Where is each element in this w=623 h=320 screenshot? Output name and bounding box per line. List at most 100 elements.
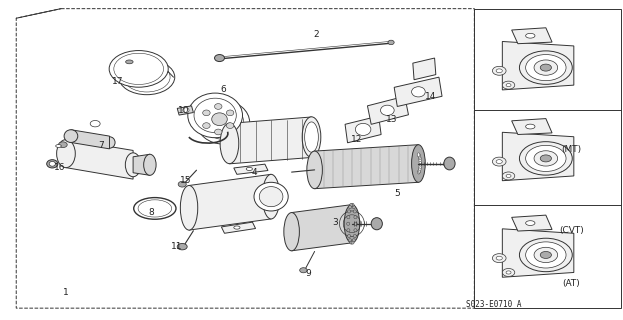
Polygon shape [511, 28, 552, 44]
Polygon shape [221, 222, 255, 233]
Polygon shape [511, 119, 552, 134]
Ellipse shape [444, 157, 455, 170]
Polygon shape [189, 174, 271, 230]
Ellipse shape [347, 216, 350, 219]
Ellipse shape [506, 84, 511, 87]
Ellipse shape [59, 142, 67, 148]
Ellipse shape [226, 110, 234, 116]
Ellipse shape [346, 222, 350, 225]
Ellipse shape [197, 101, 250, 144]
Ellipse shape [419, 160, 422, 164]
Ellipse shape [348, 235, 351, 238]
Text: (CVT): (CVT) [559, 226, 584, 235]
Ellipse shape [526, 145, 566, 172]
Ellipse shape [347, 229, 350, 232]
Polygon shape [133, 154, 150, 175]
Ellipse shape [90, 121, 100, 127]
Ellipse shape [526, 221, 535, 226]
Ellipse shape [177, 244, 187, 250]
Ellipse shape [300, 268, 307, 273]
Ellipse shape [534, 60, 558, 75]
Bar [474, 9, 621, 308]
Text: S023-E0710 A: S023-E0710 A [466, 300, 521, 309]
Text: (AT): (AT) [563, 279, 580, 288]
Ellipse shape [246, 167, 252, 171]
Polygon shape [502, 229, 574, 277]
Ellipse shape [348, 210, 351, 213]
Ellipse shape [417, 153, 420, 157]
Ellipse shape [496, 256, 502, 260]
Ellipse shape [202, 110, 210, 116]
Text: 6: 6 [221, 85, 226, 94]
Ellipse shape [348, 239, 351, 242]
Ellipse shape [520, 142, 573, 175]
Text: 15: 15 [180, 176, 192, 185]
Ellipse shape [262, 174, 280, 219]
Ellipse shape [183, 108, 189, 113]
Ellipse shape [109, 51, 168, 87]
Ellipse shape [496, 69, 502, 73]
Ellipse shape [534, 247, 558, 263]
Polygon shape [413, 58, 436, 80]
Ellipse shape [178, 181, 186, 187]
Ellipse shape [119, 60, 174, 95]
Text: 14: 14 [425, 92, 437, 101]
Ellipse shape [412, 145, 426, 182]
Ellipse shape [506, 271, 511, 274]
Polygon shape [345, 116, 381, 143]
Text: 12: 12 [351, 135, 362, 144]
Ellipse shape [419, 164, 421, 168]
Text: 8: 8 [149, 208, 155, 217]
Ellipse shape [114, 53, 164, 84]
Ellipse shape [351, 203, 354, 206]
Ellipse shape [307, 151, 322, 189]
Ellipse shape [419, 162, 422, 166]
Ellipse shape [353, 210, 356, 213]
Ellipse shape [502, 81, 515, 89]
Text: 13: 13 [386, 115, 397, 124]
Polygon shape [234, 164, 268, 174]
Text: 1: 1 [63, 288, 69, 297]
Ellipse shape [351, 241, 354, 244]
Ellipse shape [388, 40, 394, 45]
Ellipse shape [214, 54, 224, 61]
Ellipse shape [492, 157, 506, 166]
Ellipse shape [520, 238, 573, 272]
Ellipse shape [57, 140, 75, 168]
Ellipse shape [226, 123, 234, 128]
Ellipse shape [49, 161, 55, 166]
Ellipse shape [540, 64, 551, 71]
Ellipse shape [492, 66, 506, 75]
Text: 5: 5 [394, 189, 400, 198]
Text: 10: 10 [178, 106, 190, 115]
Ellipse shape [540, 252, 551, 259]
Ellipse shape [419, 158, 421, 162]
Ellipse shape [419, 156, 421, 160]
Ellipse shape [64, 130, 78, 142]
Ellipse shape [350, 241, 353, 244]
Polygon shape [177, 106, 193, 115]
Text: 17: 17 [112, 77, 123, 86]
Polygon shape [292, 204, 352, 251]
Polygon shape [502, 132, 574, 181]
Polygon shape [66, 139, 133, 179]
Ellipse shape [418, 170, 421, 173]
Ellipse shape [214, 104, 222, 109]
Text: 7: 7 [98, 141, 104, 150]
Ellipse shape [502, 172, 515, 180]
Ellipse shape [125, 153, 141, 177]
Ellipse shape [354, 216, 357, 219]
Ellipse shape [352, 239, 355, 242]
Ellipse shape [202, 123, 210, 128]
Polygon shape [502, 42, 574, 90]
Ellipse shape [417, 170, 420, 174]
Ellipse shape [194, 98, 236, 132]
Polygon shape [229, 117, 312, 164]
Ellipse shape [418, 155, 421, 158]
Ellipse shape [496, 160, 502, 164]
Ellipse shape [302, 117, 321, 157]
Ellipse shape [220, 123, 239, 164]
Ellipse shape [47, 160, 58, 168]
Ellipse shape [355, 123, 371, 135]
Text: (MT): (MT) [561, 145, 581, 154]
